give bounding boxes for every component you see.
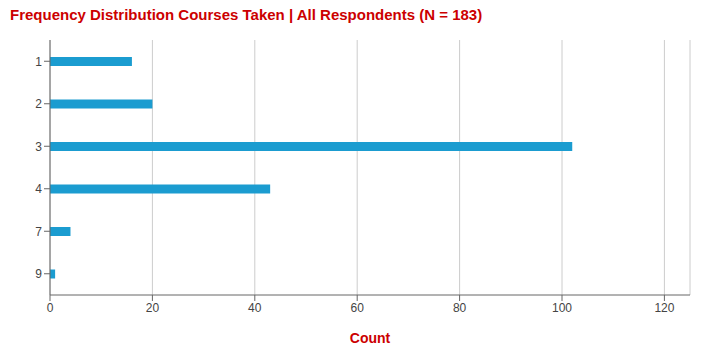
svg-text:3: 3 xyxy=(35,140,42,154)
svg-text:0: 0 xyxy=(47,301,54,315)
svg-text:Count: Count xyxy=(350,330,391,346)
svg-text:1: 1 xyxy=(35,55,42,69)
svg-text:2: 2 xyxy=(35,97,42,111)
svg-text:40: 40 xyxy=(248,301,262,315)
svg-text:100: 100 xyxy=(552,301,572,315)
svg-text:4: 4 xyxy=(35,182,42,196)
html-text:Frequency Distribution Courses: Frequency Distribution Courses Taken | A… xyxy=(10,6,483,23)
svg-text:120: 120 xyxy=(654,301,674,315)
svg-text:60: 60 xyxy=(351,301,365,315)
svg-text:80: 80 xyxy=(453,301,467,315)
svg-text:9: 9 xyxy=(35,267,42,281)
svg-text:20: 20 xyxy=(146,301,160,315)
svg-text:7: 7 xyxy=(35,225,42,239)
